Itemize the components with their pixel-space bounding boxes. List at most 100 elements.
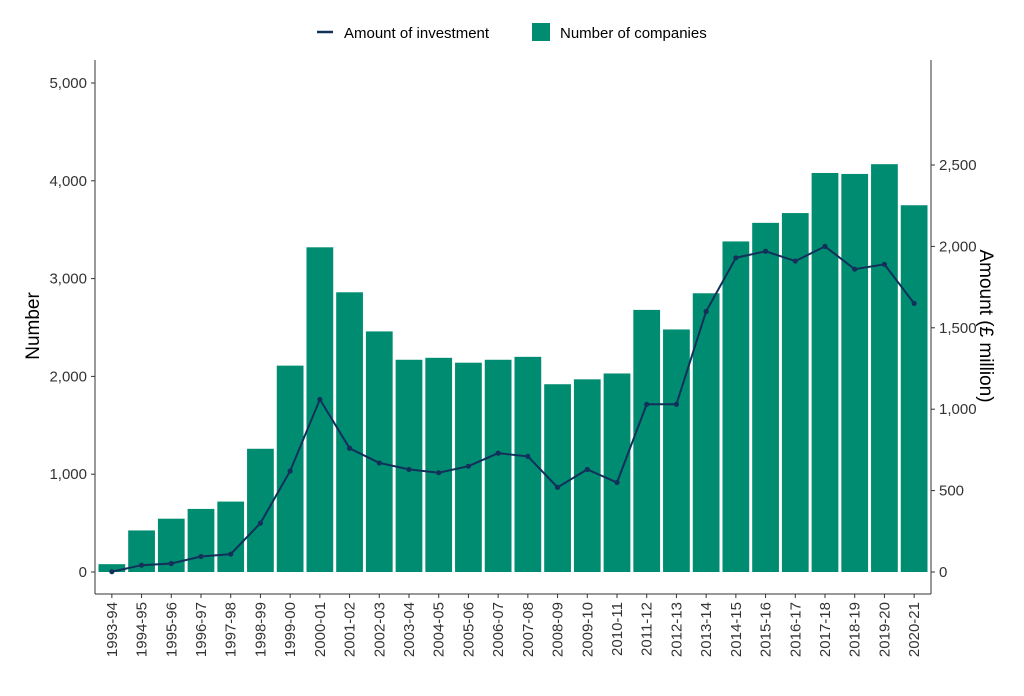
investment-point-2001-02 [346, 445, 353, 451]
x-tick-label-1999-00: 1999-00 [282, 602, 299, 657]
investment-point-2014-15 [733, 255, 739, 261]
x-tick-label-2009-10: 2009-10 [579, 602, 596, 657]
legend-label-companies: Number of companies [560, 25, 707, 42]
right-tick-label-2500: 2,500 [939, 157, 977, 174]
investment-point-2009-10 [584, 466, 590, 473]
right-tick-label-2000: 2,000 [939, 238, 977, 255]
bar-2014-15 [722, 241, 750, 572]
right-tick-label-500: 500 [939, 483, 964, 500]
bar-2015-16 [752, 222, 779, 572]
x-tick-label-1997-98: 1997-98 [223, 602, 240, 657]
x-tick-label-2017-18: 2017-18 [817, 602, 834, 657]
x-tick-label-2019-20: 2019-20 [876, 602, 893, 657]
investment-point-2013-14 [703, 308, 709, 315]
x-tick-label-2010-11: 2010-11 [609, 602, 626, 656]
x-tick-label-2006-07: 2006-07 [490, 602, 507, 657]
bar-2010-11 [603, 373, 631, 572]
bar-2004-05 [425, 357, 453, 572]
investment-line-layer [109, 243, 917, 575]
investment-point-2007-08 [525, 453, 531, 460]
x-tick-label-2001-02: 2001-02 [342, 602, 359, 657]
x-tick-label-1996-97: 1996-97 [193, 602, 210, 657]
bar-1993-94 [98, 564, 126, 572]
x-tick-label-2003-04: 2003-04 [401, 602, 418, 657]
investment-point-1994-95 [138, 562, 145, 568]
investment-point-2016-17 [792, 258, 798, 264]
bar-2019-20 [871, 164, 898, 572]
x-tick-label-1995-96: 1995-96 [163, 602, 180, 657]
investment-point-1995-96 [168, 560, 174, 567]
x-tick-label-2002-03: 2002-03 [371, 602, 388, 657]
x-tick-label-2011-12: 2011-12 [639, 602, 656, 656]
left-tick-label-0: 0 [79, 564, 87, 581]
investment-point-1993-94 [109, 569, 115, 575]
bars [98, 164, 928, 573]
legend-square-swatch [532, 23, 550, 41]
x-tick-label-2004-05: 2004-05 [431, 602, 448, 657]
investment-point-2020-21 [911, 300, 917, 306]
investment-point-2002-03 [376, 460, 382, 466]
bar-2000-01 [306, 247, 334, 572]
left-tick-label-5000: 5,000 [49, 75, 87, 92]
left-tick-label-4000: 4,000 [49, 173, 87, 190]
investment-point-2010-11 [614, 479, 620, 486]
investment-point-2003-04 [406, 466, 412, 473]
right-tick-label-1000: 1,000 [939, 401, 977, 418]
bar-2003-04 [395, 359, 423, 572]
bar-1996-97 [187, 508, 215, 572]
x-tick-label-2020-21: 2020-21 [906, 602, 923, 657]
investment-point-2019-20 [881, 261, 888, 267]
bar-2020-21 [900, 205, 928, 572]
investment-point-2012-13 [673, 401, 680, 407]
bar-2006-07 [484, 359, 512, 572]
x-tick-label-2007-08: 2007-08 [520, 602, 537, 657]
investment-point-2011-12 [644, 401, 650, 407]
bar-2002-03 [365, 331, 393, 572]
investment-point-2008-09 [554, 484, 561, 490]
legend-label-investment: Amount of investment [344, 25, 490, 42]
investment-point-2006-07 [495, 450, 501, 456]
bar-2011-12 [633, 309, 661, 572]
x-tick-label-2013-14: 2013-14 [698, 602, 715, 657]
x-tick-label-1994-95: 1994-95 [134, 602, 151, 657]
bar-1997-98 [217, 501, 245, 572]
investment-point-2000-01 [317, 396, 323, 403]
x-tick-label-2016-17: 2016-17 [787, 602, 804, 657]
investment-point-1998-99 [257, 520, 264, 526]
right-tick-label-0: 0 [939, 564, 947, 581]
left-axis-ticks: 0 1,000 2,000 3,000 4,000 5,000 [49, 75, 95, 581]
bar-2018-19 [841, 173, 869, 573]
x-tick-label-1998-99: 1998-99 [252, 602, 269, 657]
investment-point-2004-05 [436, 470, 442, 476]
right-tick-label-1500: 1,500 [939, 320, 977, 337]
x-axis-ticks: 1993-94 1994-95 1995-96 1996-97 1997-98 1998-… [104, 594, 923, 657]
legend: Amount of investment Number of companies [317, 23, 707, 42]
x-tick-label-2015-16: 2015-16 [758, 602, 775, 657]
x-tick-label-2012-13: 2012-13 [668, 602, 685, 657]
bar-2013-14 [692, 293, 720, 572]
x-tick-label-2018-19: 2018-19 [847, 602, 864, 657]
x-tick-label-2008-09: 2008-09 [550, 602, 567, 657]
bar-2016-17 [781, 213, 809, 572]
investment-point-2015-16 [762, 248, 769, 254]
investment-point-2018-19 [852, 266, 858, 272]
investment-line [111, 245, 915, 573]
investment-point-1996-97 [198, 553, 204, 560]
x-tick-label-2000-01: 2000-01 [312, 602, 329, 657]
bar-2017-18 [811, 172, 839, 572]
right-axis-title: Amount (£ million) [975, 249, 996, 402]
x-tick-label-1993-94: 1993-94 [104, 602, 121, 657]
left-tick-label-3000: 3,000 [49, 271, 87, 288]
investment-point-1999-00 [287, 468, 293, 474]
bar-2007-08 [514, 356, 542, 572]
x-tick-label-2005-06: 2005-06 [460, 602, 477, 657]
investment-point-1997-98 [228, 551, 234, 557]
left-tick-label-2000: 2,000 [49, 368, 87, 385]
investment-point-2005-06 [465, 463, 472, 469]
left-tick-label-1000: 1,000 [49, 466, 87, 483]
right-axis-ticks: 0 500 1,000 1,500 2,000 2,500 [931, 157, 977, 581]
bar-2012-13 [663, 329, 690, 572]
left-axis-title: Number [23, 292, 44, 360]
x-tick-label-2014-15: 2014-15 [728, 602, 745, 657]
